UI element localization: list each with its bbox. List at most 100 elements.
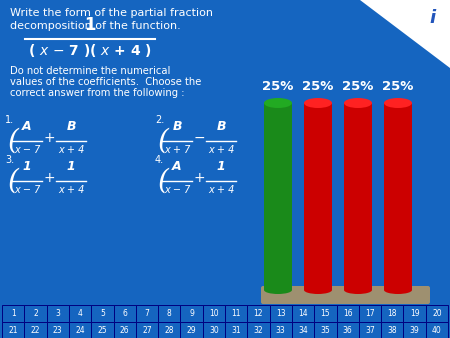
Bar xyxy=(158,305,180,322)
Text: 23: 23 xyxy=(53,326,63,335)
Ellipse shape xyxy=(304,286,332,294)
Bar xyxy=(69,305,91,322)
Text: 25: 25 xyxy=(98,326,107,335)
Bar xyxy=(69,322,91,338)
Text: Write the form of the partial fraction
decomposition of the function.: Write the form of the partial fraction d… xyxy=(10,8,213,31)
Text: 30: 30 xyxy=(209,326,219,335)
Text: 6: 6 xyxy=(122,309,127,318)
Text: 31: 31 xyxy=(231,326,241,335)
Bar xyxy=(225,305,248,322)
Text: 10: 10 xyxy=(209,309,219,318)
Bar xyxy=(202,305,225,322)
Ellipse shape xyxy=(384,286,412,294)
Bar xyxy=(202,322,225,338)
Text: 3: 3 xyxy=(55,309,60,318)
Text: 2.: 2. xyxy=(155,115,164,125)
Text: (: ( xyxy=(8,168,19,194)
Text: x + 4: x + 4 xyxy=(208,145,234,155)
Bar xyxy=(2,322,24,338)
Ellipse shape xyxy=(304,98,332,108)
Bar xyxy=(248,305,270,322)
Text: 17: 17 xyxy=(365,309,375,318)
Text: x − 7: x − 7 xyxy=(14,145,40,155)
Text: 11: 11 xyxy=(231,309,241,318)
Ellipse shape xyxy=(344,286,372,294)
Text: 39: 39 xyxy=(410,326,419,335)
Text: 25%: 25% xyxy=(382,80,414,93)
Bar xyxy=(47,305,69,322)
Text: Do not determine the numerical: Do not determine the numerical xyxy=(10,66,171,76)
Text: B: B xyxy=(216,120,226,133)
Bar xyxy=(113,322,136,338)
Text: 36: 36 xyxy=(343,326,352,335)
Text: 34: 34 xyxy=(298,326,308,335)
Bar xyxy=(91,305,113,322)
Text: 33: 33 xyxy=(276,326,286,335)
Text: B: B xyxy=(172,120,182,133)
Text: 28: 28 xyxy=(165,326,174,335)
Bar xyxy=(264,103,292,290)
Text: 24: 24 xyxy=(75,326,85,335)
Text: correct answer from the following :: correct answer from the following : xyxy=(10,88,184,98)
Text: 37: 37 xyxy=(365,326,375,335)
Text: (: ( xyxy=(158,168,169,194)
Text: i: i xyxy=(430,9,436,27)
Text: +: + xyxy=(193,171,205,185)
Bar xyxy=(304,103,332,290)
Text: 18: 18 xyxy=(387,309,397,318)
Text: x + 4: x + 4 xyxy=(58,145,84,155)
Text: 29: 29 xyxy=(187,326,196,335)
Bar xyxy=(426,322,448,338)
Text: 2: 2 xyxy=(33,309,38,318)
Text: 15: 15 xyxy=(320,309,330,318)
Bar xyxy=(381,305,403,322)
Bar xyxy=(270,305,292,322)
Bar xyxy=(337,322,359,338)
Text: 1.: 1. xyxy=(5,115,14,125)
Text: 3.: 3. xyxy=(5,155,14,165)
Text: 38: 38 xyxy=(387,326,397,335)
Text: 4.: 4. xyxy=(155,155,164,165)
Text: 5: 5 xyxy=(100,309,105,318)
Text: x − 7: x − 7 xyxy=(164,185,190,195)
Text: 14: 14 xyxy=(298,309,308,318)
Text: 4: 4 xyxy=(77,309,82,318)
Bar xyxy=(136,305,158,322)
FancyBboxPatch shape xyxy=(261,286,430,304)
Bar xyxy=(180,322,202,338)
Bar xyxy=(384,103,412,290)
Text: 1: 1 xyxy=(11,309,15,318)
Bar xyxy=(113,305,136,322)
Bar xyxy=(2,305,24,322)
Ellipse shape xyxy=(384,98,412,108)
Text: (: ( xyxy=(8,127,19,154)
Bar xyxy=(136,322,158,338)
Bar xyxy=(180,305,202,322)
Text: 8: 8 xyxy=(167,309,171,318)
Bar xyxy=(314,305,337,322)
Text: 32: 32 xyxy=(254,326,263,335)
Text: 35: 35 xyxy=(320,326,330,335)
Bar xyxy=(314,322,337,338)
Bar xyxy=(158,322,180,338)
Ellipse shape xyxy=(264,98,292,108)
Bar xyxy=(248,322,270,338)
Text: A: A xyxy=(22,120,32,133)
Text: 1: 1 xyxy=(67,160,76,173)
Bar xyxy=(359,322,381,338)
Ellipse shape xyxy=(264,286,292,294)
Bar xyxy=(359,305,381,322)
Bar xyxy=(24,322,47,338)
Text: 25%: 25% xyxy=(262,80,294,93)
Bar xyxy=(91,322,113,338)
Bar xyxy=(381,322,403,338)
Text: 13: 13 xyxy=(276,309,286,318)
Text: 16: 16 xyxy=(343,309,352,318)
Text: 1: 1 xyxy=(84,16,96,34)
Bar xyxy=(292,322,314,338)
Text: x + 4: x + 4 xyxy=(58,185,84,195)
Text: 40: 40 xyxy=(432,326,442,335)
Bar xyxy=(403,305,426,322)
Text: ( $x$ $-$ 7 )( $x$ + 4 ): ( $x$ $-$ 7 )( $x$ + 4 ) xyxy=(28,42,152,59)
Text: x + 4: x + 4 xyxy=(208,185,234,195)
